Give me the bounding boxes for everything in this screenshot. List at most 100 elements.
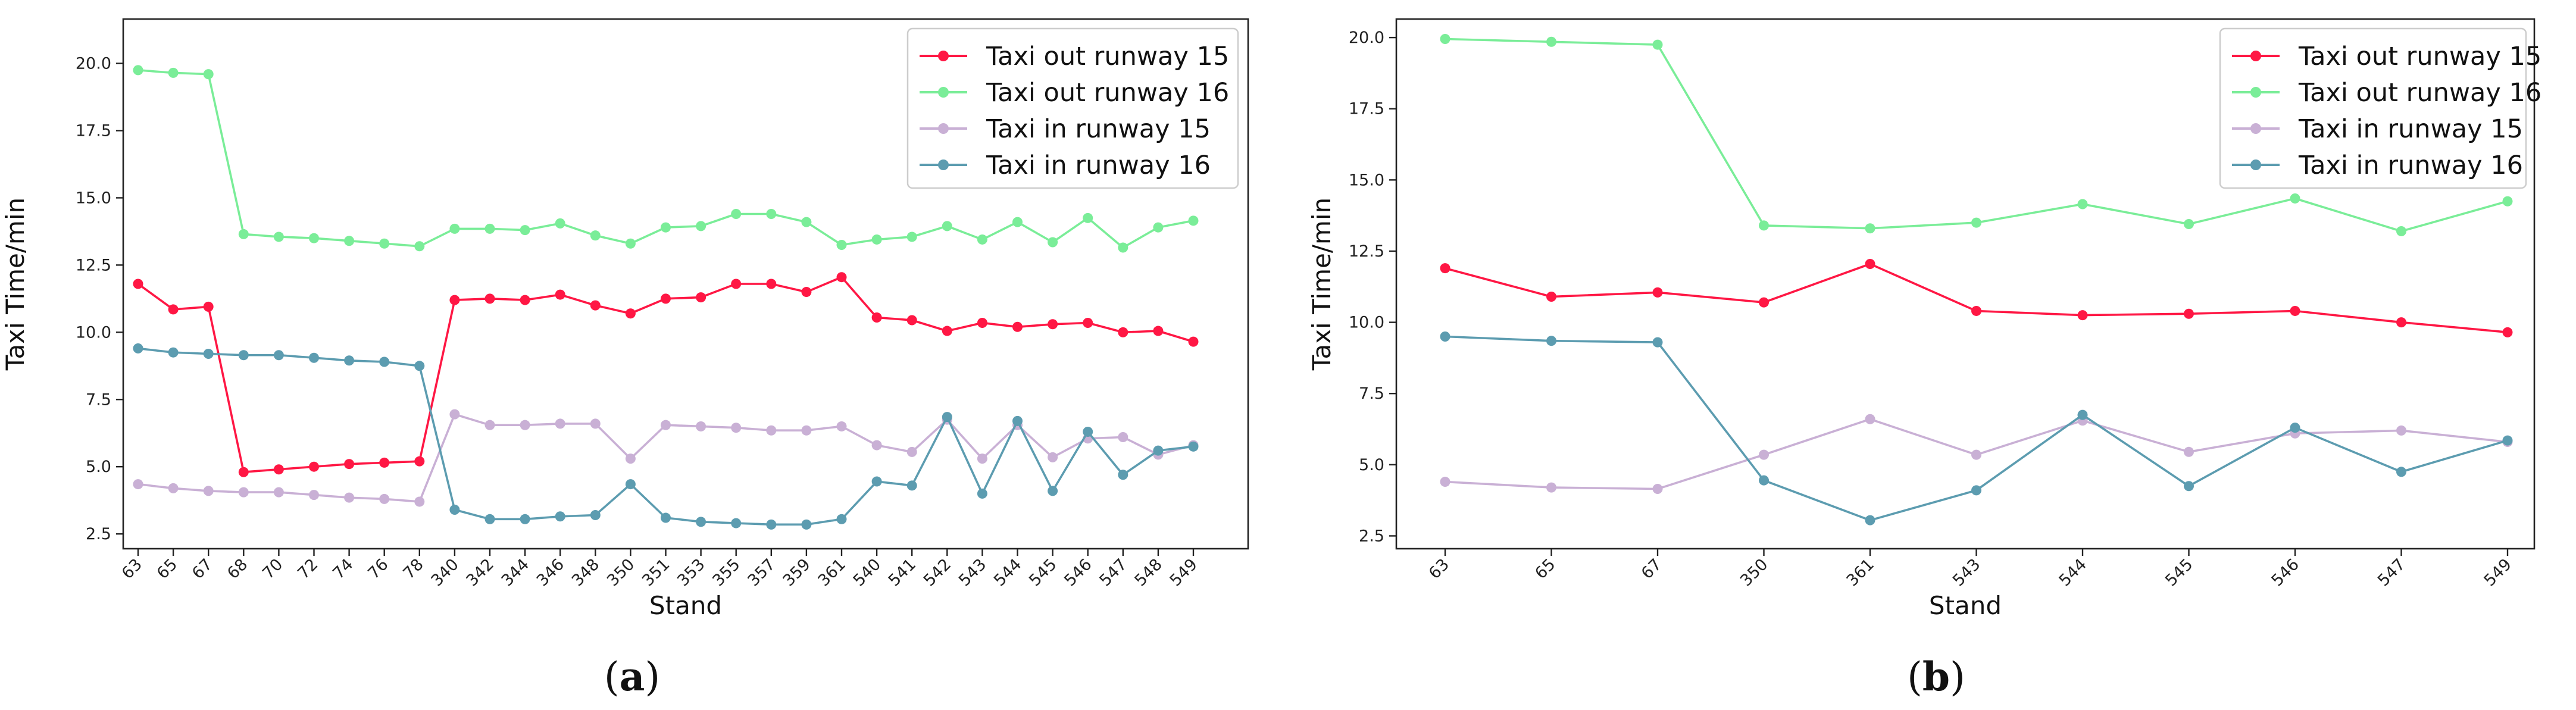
- data-point: [1759, 297, 1769, 308]
- legend-marker: [938, 159, 949, 170]
- data-point: [1652, 484, 1663, 495]
- x-tick-label: 540: [850, 555, 884, 590]
- x-tick-label: 545: [2162, 555, 2196, 590]
- data-point: [625, 479, 636, 490]
- data-point: [309, 233, 319, 243]
- legend-marker: [2250, 87, 2261, 98]
- y-tick-label: 20.0: [1349, 29, 1384, 47]
- data-point: [1546, 482, 1556, 493]
- legend-label: Taxi out runway 16: [2298, 78, 2541, 108]
- data-point: [449, 504, 460, 515]
- data-point: [238, 487, 249, 498]
- data-point: [625, 453, 636, 464]
- data-point: [1759, 475, 1769, 486]
- data-point: [1048, 452, 1058, 462]
- series-line: [137, 347, 1194, 526]
- data-point: [836, 272, 847, 283]
- data-point: [1971, 217, 1981, 228]
- data-point: [1652, 337, 1663, 348]
- panel-caption: (a): [604, 653, 660, 700]
- x-tick-label: 74: [329, 555, 357, 583]
- y-tick-label: 20.0: [76, 55, 111, 73]
- data-point: [379, 238, 390, 249]
- x-tick-label: 544: [2056, 555, 2090, 590]
- y-tick-label: 15.0: [1349, 171, 1384, 189]
- data-point: [801, 519, 812, 530]
- data-point: [449, 295, 460, 305]
- data-point: [1546, 36, 1556, 47]
- plot-frame: [122, 18, 1249, 550]
- x-tick-label: 63: [1425, 555, 1453, 583]
- data-point: [625, 308, 636, 319]
- legend-label: Taxi in runway 15: [986, 114, 1211, 144]
- data-point: [942, 326, 952, 336]
- data-point: [344, 459, 355, 470]
- data-point: [661, 293, 671, 304]
- data-point: [801, 287, 812, 298]
- data-point: [1440, 331, 1450, 342]
- data-point: [590, 300, 601, 311]
- data-point: [766, 209, 777, 220]
- data-point: [801, 425, 812, 436]
- x-tick-label: 65: [154, 555, 181, 583]
- data-point: [133, 343, 143, 354]
- data-point: [273, 232, 284, 242]
- legend-marker: [2250, 123, 2261, 134]
- data-point: [696, 517, 706, 527]
- x-tick-label: 350: [1737, 555, 1771, 590]
- data-point: [2502, 196, 2513, 207]
- data-point: [590, 510, 601, 521]
- data-point: [2290, 305, 2300, 316]
- data-point: [168, 304, 179, 315]
- data-point: [555, 289, 565, 300]
- data-point: [1652, 287, 1663, 298]
- x-tick-label: 348: [568, 555, 603, 590]
- data-point: [1118, 242, 1128, 253]
- x-tick-label: 547: [1096, 555, 1130, 590]
- x-tick-label: 361: [815, 555, 849, 590]
- data-point: [379, 356, 390, 367]
- data-point: [379, 493, 390, 504]
- data-point: [1118, 327, 1128, 337]
- data-point: [344, 236, 355, 246]
- data-point: [661, 420, 671, 430]
- x-tick-label: 67: [1638, 555, 1665, 583]
- data-point: [520, 514, 530, 524]
- data-point: [871, 476, 882, 487]
- data-point: [871, 440, 882, 451]
- data-point: [906, 446, 917, 457]
- data-point: [1153, 326, 1164, 336]
- data-point: [414, 241, 425, 252]
- panel-a: 2.5 5.0 7.5 10.0 12.5 15.0 17.5 20.0 63 65 67 68 70 7…: [1, 18, 1249, 700]
- legend-marker: [2250, 51, 2261, 61]
- x-axis-label: Stand: [1929, 591, 2002, 620]
- legend-label: Taxi out runway 16: [986, 78, 1229, 108]
- data-point: [731, 518, 742, 528]
- y-tick-label: 10.0: [1349, 314, 1384, 332]
- data-point: [133, 279, 143, 289]
- x-tick-label: 70: [259, 555, 286, 583]
- x-tick-label: 344: [498, 555, 533, 590]
- data-point: [661, 222, 671, 233]
- data-point: [555, 418, 565, 429]
- data-point: [379, 457, 390, 468]
- data-point: [1440, 33, 1450, 44]
- data-point: [1440, 477, 1450, 487]
- data-point: [1759, 220, 1769, 231]
- x-tick-label: 549: [2481, 555, 2515, 590]
- x-tick-label: 544: [990, 555, 1025, 590]
- data-point: [273, 464, 284, 475]
- x-tick-label: 353: [674, 555, 708, 590]
- data-point: [1188, 441, 1199, 452]
- data-point: [1188, 215, 1199, 226]
- data-point: [555, 511, 565, 522]
- legend-marker: [938, 123, 949, 134]
- x-tick-label: 357: [744, 555, 779, 590]
- legend-marker: [2250, 159, 2261, 170]
- x-tick-label: 78: [400, 555, 427, 583]
- data-point: [1012, 217, 1023, 227]
- data-point: [1759, 449, 1769, 460]
- data-point: [2184, 446, 2194, 457]
- x-tick-label: 350: [604, 555, 638, 590]
